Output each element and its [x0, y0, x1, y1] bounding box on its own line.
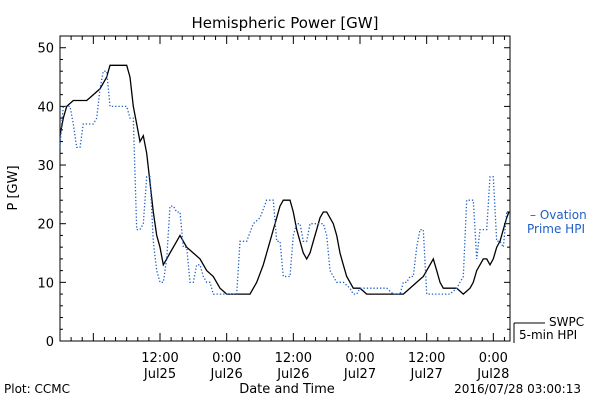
- x-tick-label-date: Jul27: [343, 367, 376, 382]
- legend-ovation: – Ovation Prime HPI: [527, 208, 587, 236]
- plot-credit: Plot: CCMC: [4, 382, 70, 396]
- x-tick-label-date: Jul25: [143, 367, 176, 382]
- legend-ovation-line1: – Ovation: [530, 208, 587, 222]
- x-tick-label-date: Jul27: [410, 367, 443, 382]
- legend-swpc-line1: SWPC: [549, 315, 584, 329]
- plot-area-frame: [59, 35, 511, 342]
- x-tick-label-date: Jul26: [210, 367, 243, 382]
- y-tick-label: 20: [37, 218, 54, 233]
- x-tick-label-date: Jul28: [476, 367, 509, 382]
- x-tick-label-date: Jul26: [276, 367, 309, 382]
- y-tick-label: 40: [37, 100, 54, 115]
- y-tick-label: 0: [46, 335, 54, 350]
- chart-title: Hemispheric Power [GW]: [192, 14, 379, 32]
- x-tick-label-time: 12:00: [275, 351, 312, 366]
- y-tick-label: 50: [37, 42, 54, 57]
- y-axis-label: P [GW]: [6, 165, 21, 210]
- x-axis-ticks: 12:00Jul250:00Jul2612:00Jul260:00Jul2712…: [59, 36, 509, 382]
- legend-ovation-line2: Prime HPI: [527, 222, 585, 236]
- legend-swpc-line2: 5-min HPI: [519, 328, 577, 342]
- x-tick-label-time: 12:00: [141, 351, 178, 366]
- legend-swpc: SWPC 5-min HPI: [513, 315, 584, 343]
- x-tick-label-time: 0:00: [212, 351, 241, 366]
- y-tick-label: 30: [37, 159, 54, 174]
- x-tick-label-time: 12:00: [408, 351, 445, 366]
- x-tick-label-time: 0:00: [345, 351, 374, 366]
- plot-timestamp: 2016/07/28 03:00:13: [454, 382, 581, 396]
- y-axis-ticks: 0 10 20 30 40 50: [37, 42, 510, 350]
- ovation-prime-hpi-series-line: [59, 70, 508, 295]
- x-axis-label: Date and Time: [239, 382, 335, 397]
- swpc-hpi-series-line: [59, 64, 510, 295]
- y-tick-label: 10: [37, 276, 54, 291]
- x-tick-label-time: 0:00: [479, 351, 508, 366]
